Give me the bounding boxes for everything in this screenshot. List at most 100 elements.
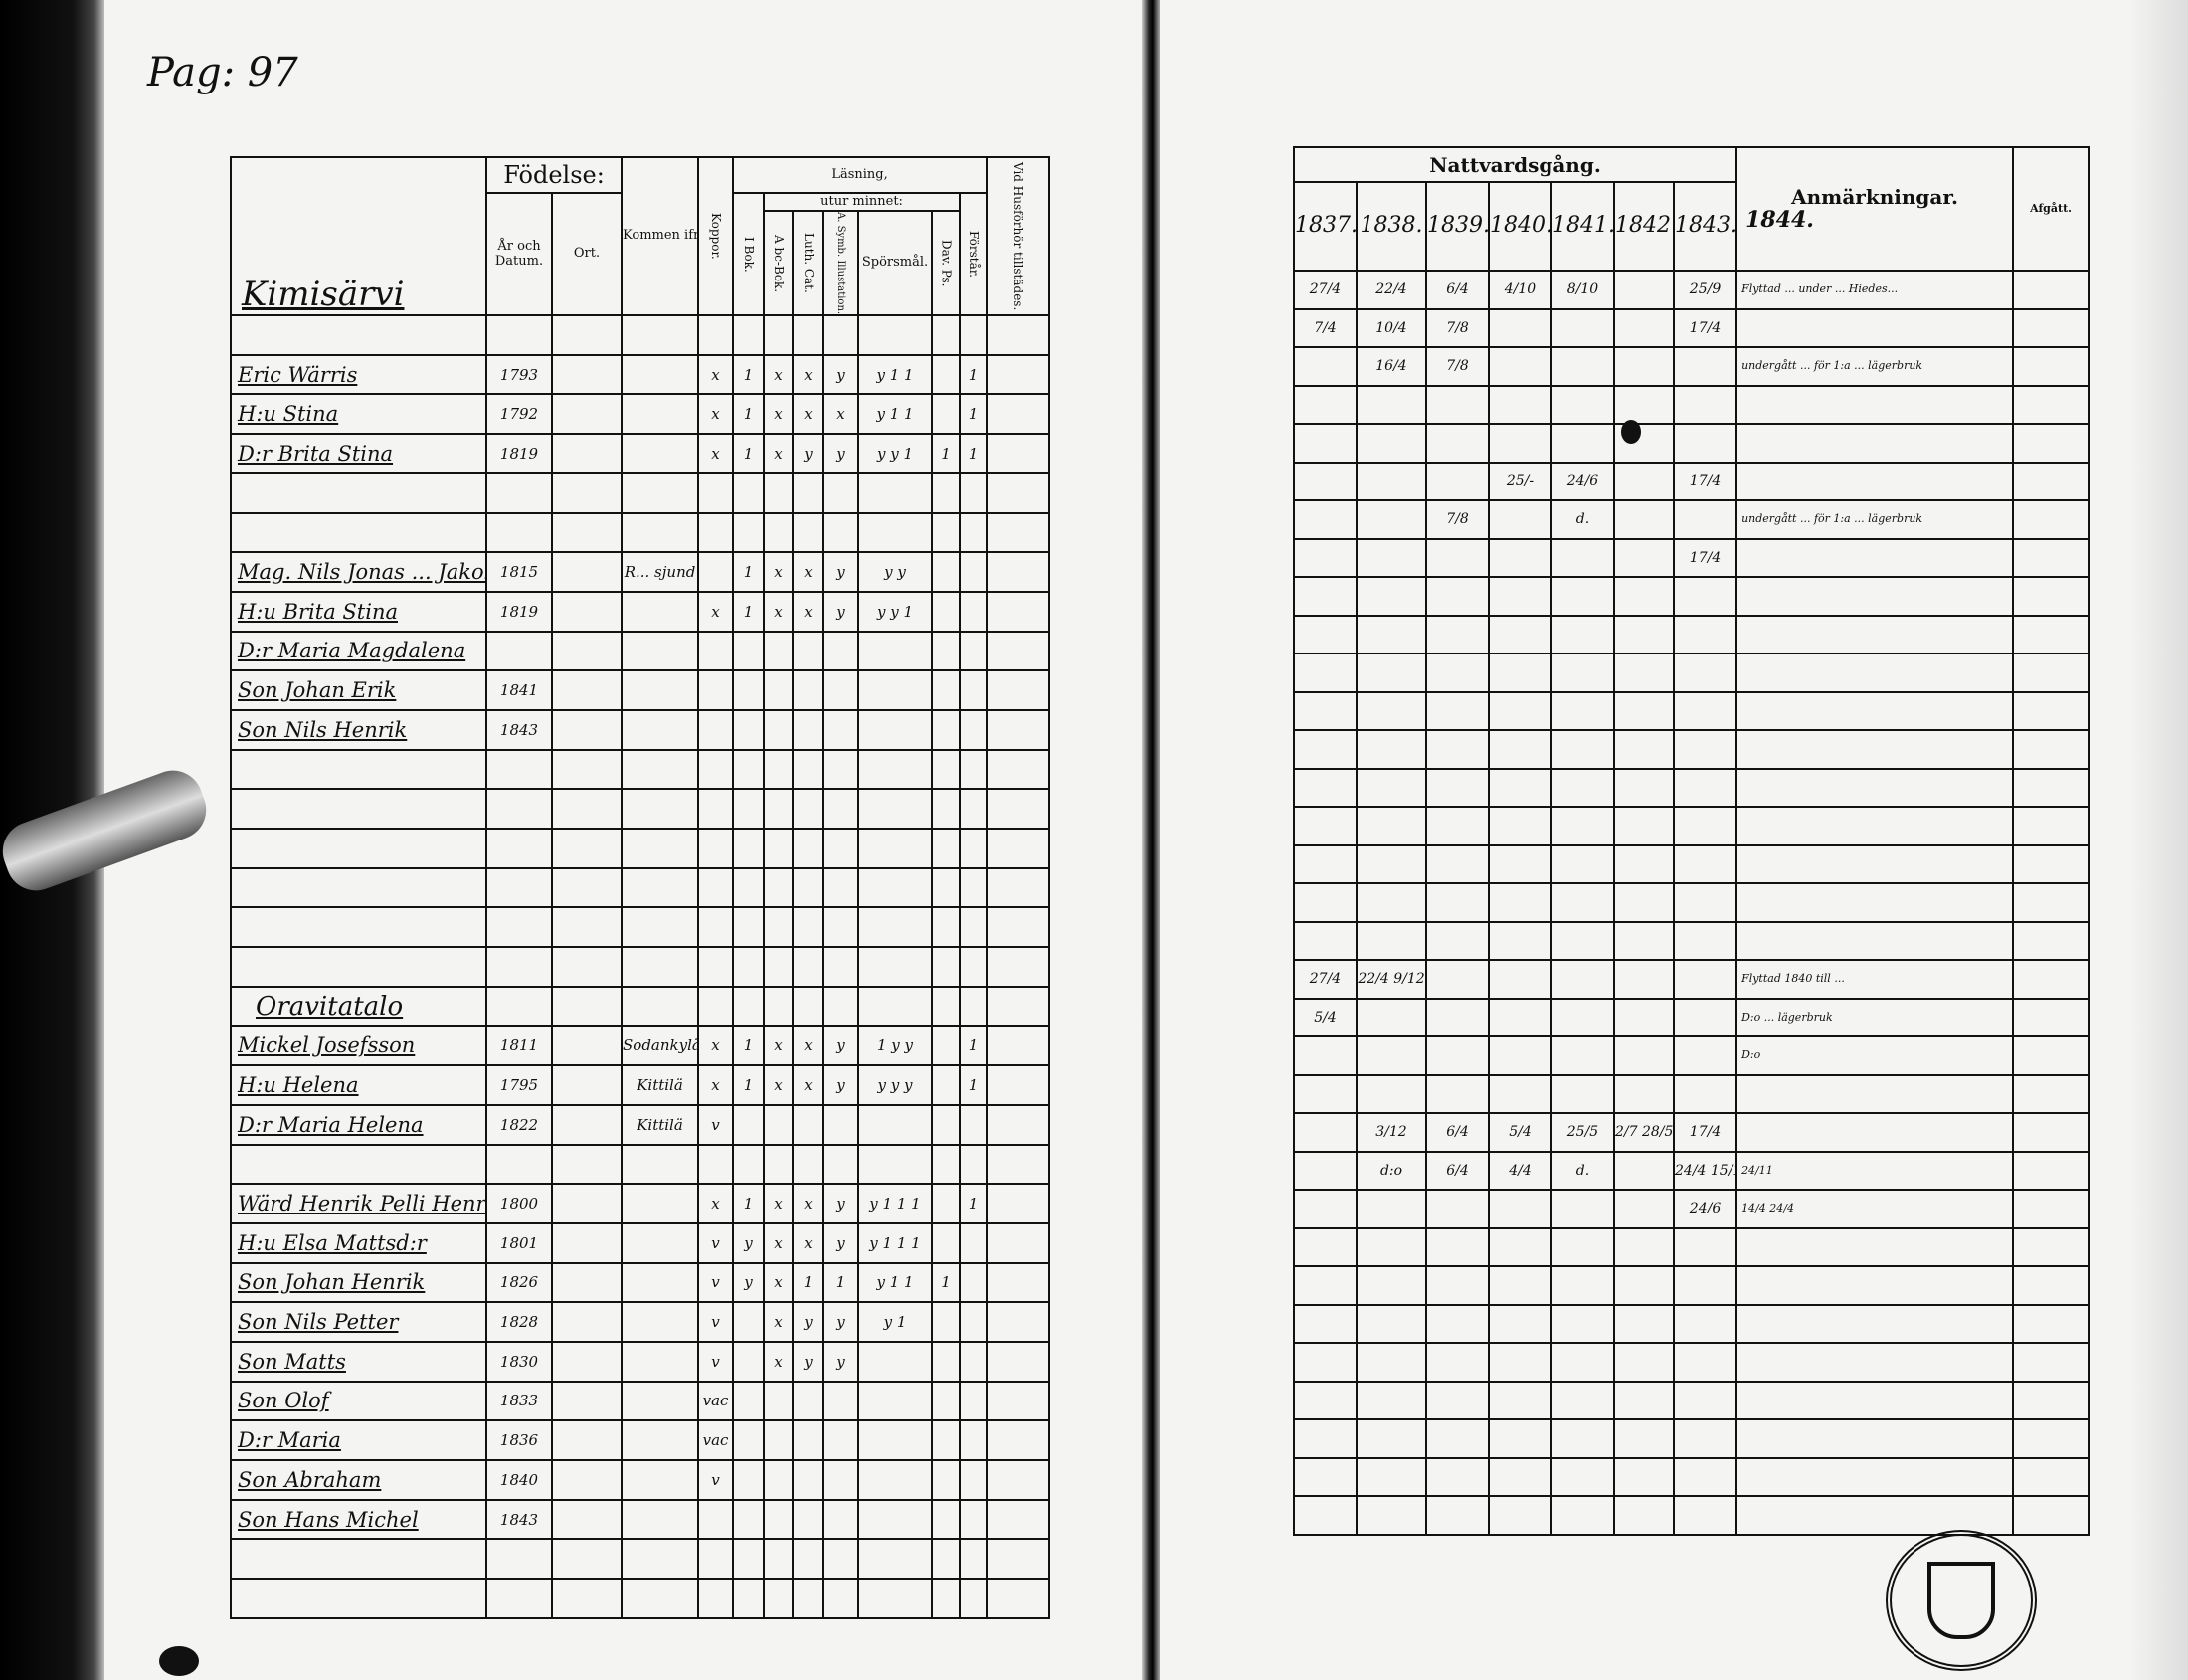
attendance	[986, 1064, 1051, 1106]
communion-date	[1425, 1265, 1490, 1306]
person-name: Son Nils Petter	[230, 1301, 487, 1343]
header-year: 1841.	[1550, 181, 1615, 272]
person-name	[230, 748, 487, 791]
communion-row	[1293, 1456, 2091, 1497]
communion-date: 17/4	[1672, 461, 1738, 501]
birth-date	[485, 866, 553, 909]
communion-date	[1356, 576, 1427, 617]
birth-date	[485, 788, 553, 831]
mark-koppor: vac	[697, 1419, 735, 1462]
mark-sporsmal	[857, 985, 934, 1027]
mark-a-symb	[822, 985, 860, 1027]
mark-forstar	[959, 1459, 989, 1501]
communion-date	[1550, 1073, 1615, 1114]
mark-i-bok	[732, 1301, 766, 1343]
remark	[1735, 1112, 2015, 1153]
mark-abc-bok	[763, 748, 795, 791]
mark-sporsmal	[857, 669, 934, 711]
mark-sporsmal: y 1 1 1	[857, 1183, 934, 1224]
came-from	[621, 1143, 700, 1186]
communion-date	[1613, 614, 1675, 654]
mark-koppor	[697, 708, 735, 751]
communion-date	[1488, 1189, 1552, 1229]
attendance	[986, 1340, 1051, 1383]
mark-abc-bok	[763, 1459, 795, 1501]
mark-forstar	[959, 1498, 989, 1541]
communion-date	[1425, 537, 1490, 578]
register-row	[230, 1538, 1051, 1581]
mark-a-symb	[822, 314, 860, 356]
person-name: H:u Stina	[230, 393, 487, 436]
communion-row	[1293, 1226, 2091, 1267]
mark-luth-cat	[792, 866, 825, 909]
header-ort: Ort.	[550, 191, 624, 317]
communion-date	[1488, 653, 1552, 693]
mark-a-symb	[822, 1459, 860, 1501]
mark-koppor	[697, 788, 735, 831]
communion-date	[1425, 997, 1490, 1037]
communion-date	[1425, 384, 1490, 425]
remark: undergått ... för 1:a ... lägerbruk	[1735, 499, 2015, 540]
communion-date	[1425, 1418, 1490, 1459]
communion-row	[1293, 384, 2091, 425]
register-row: D:r Maria Helena 1822 Kittilä v	[230, 1103, 1051, 1146]
communion-date	[1488, 1303, 1552, 1344]
header-anmarkningar: Anmärkningar. 1844.	[1735, 146, 2015, 272]
communion-date	[1613, 499, 1675, 540]
communion-row	[1293, 653, 2091, 693]
header-lasning: Läsning,	[732, 156, 989, 194]
mark-forstar: 1	[959, 433, 989, 474]
communion-date: 17/4	[1672, 307, 1738, 348]
departed	[2012, 461, 2091, 501]
communion-row	[1293, 882, 2091, 923]
header-nattvardsgang: Nattvardsgång.	[1292, 146, 1738, 183]
communion-date	[1293, 882, 1358, 923]
communion-date	[1613, 576, 1675, 617]
mark-luth-cat	[792, 1380, 825, 1422]
birth-date	[485, 1578, 553, 1619]
mark-koppor	[697, 314, 735, 356]
birth-date: 1811	[485, 1025, 553, 1067]
attendance	[986, 1459, 1051, 1501]
birth-date	[485, 1538, 553, 1581]
came-from	[621, 669, 700, 711]
communion-date	[1488, 1495, 1552, 1536]
birth-place	[550, 314, 624, 356]
came-from	[621, 630, 700, 672]
header-year: 1837.	[1293, 181, 1358, 272]
person-name	[230, 1578, 487, 1619]
person-name: Mickel Josefsson	[230, 1025, 487, 1067]
communion-date	[1293, 843, 1358, 884]
attendance	[986, 630, 1051, 672]
register-row: Mag. Nils Jonas ... Jakobsson1815 R... sj…	[230, 551, 1051, 593]
communion-date	[1293, 1418, 1358, 1459]
birth-place	[550, 1143, 624, 1186]
mark-luth-cat	[792, 630, 825, 672]
person-name: Son Hans Michel	[230, 1498, 487, 1541]
mark-luth-cat	[792, 906, 825, 949]
departed	[2012, 690, 2091, 731]
communion-date: 22/4	[1356, 270, 1427, 310]
departed	[2012, 1456, 2091, 1497]
person-name	[230, 906, 487, 949]
mark-sporsmal: y 1 1 1	[857, 1221, 934, 1264]
communion-date	[1550, 690, 1615, 731]
mark-abc-bok	[763, 669, 795, 711]
attendance	[986, 551, 1051, 593]
attendance	[986, 708, 1051, 751]
mark-sporsmal	[857, 1498, 934, 1541]
mark-a-symb: y	[822, 1064, 860, 1106]
attendance	[986, 1419, 1051, 1462]
communion-date	[1488, 576, 1552, 617]
remark	[1735, 1226, 2015, 1267]
departed	[2012, 1150, 2091, 1191]
birth-date: 1843	[485, 708, 553, 751]
mark-koppor	[697, 985, 735, 1027]
departed	[2012, 499, 2091, 540]
communion-row: 24/6 14/4 24/4	[1293, 1189, 2091, 1229]
birth-date	[485, 985, 553, 1027]
came-from	[621, 788, 700, 831]
mark-luth-cat	[792, 1103, 825, 1146]
mark-forstar	[959, 314, 989, 356]
came-from	[621, 708, 700, 751]
